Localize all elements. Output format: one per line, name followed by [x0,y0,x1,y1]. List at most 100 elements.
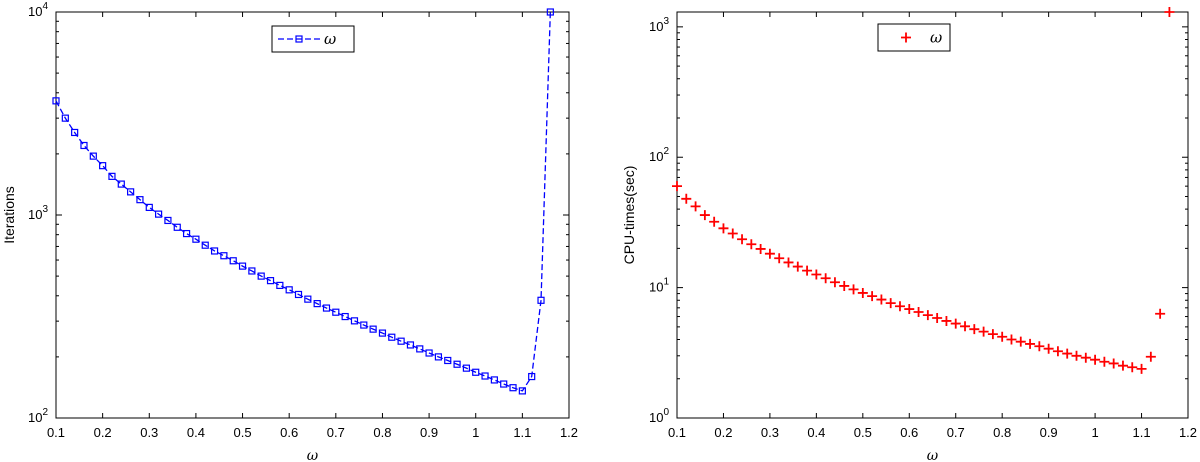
legend-label: ω [324,30,336,48]
x-tick-label: 0.4 [807,425,825,440]
data-point [89,152,97,160]
data-point [783,257,794,268]
x-tick-label: 1.2 [560,425,578,440]
data-point [294,290,303,299]
data-point [52,97,60,105]
data-point [792,261,803,272]
data-point [248,267,256,275]
data-point [839,280,850,291]
data-point [811,269,822,280]
data-point [313,300,321,308]
data-point [397,337,405,345]
data-point [922,310,933,321]
legend-box [271,25,355,53]
y-tick-label: 102 [649,146,669,164]
data-point [210,247,219,255]
x-axis-label: ω [307,448,319,462]
plot-frame [676,11,1189,419]
data-point [1034,341,1045,352]
data-point [1155,308,1166,319]
data-point [820,273,831,284]
data-point [220,252,228,260]
data-point [360,321,368,329]
data-point [1043,343,1054,354]
data-point [1117,360,1128,371]
data-point [341,312,349,321]
data-point [155,210,163,218]
data-point [537,296,545,304]
y-tick-label: 103 [649,16,669,34]
data-point [1006,334,1017,345]
legend-marker [295,35,303,43]
data-point [518,387,526,395]
data-point [1145,351,1156,362]
data-point [913,307,924,318]
x-tick-label: 1.1 [513,425,531,440]
data-point [885,298,896,309]
data-point [276,281,284,289]
x-tick-label: 0.1 [668,425,686,440]
data-point [894,301,905,312]
data-point [867,291,878,302]
data-point [444,356,452,365]
data-point [699,210,710,221]
legend-box [877,23,951,52]
data-point [709,216,720,227]
data-point [718,223,729,234]
x-tick-label: 0.2 [714,425,732,440]
data-point [266,277,275,285]
data-point [509,384,517,392]
x-tick-label: 1 [472,425,479,440]
y-tick-label: 100 [649,407,669,425]
x-tick-label: 0.8 [373,425,391,440]
x-tick-label: 0.2 [94,425,112,440]
data-point [1108,358,1119,369]
data-point [941,315,952,326]
data-point [764,248,775,259]
data-point [857,287,868,298]
data-point [960,321,971,332]
data-point [350,317,359,325]
data-point [1052,346,1063,357]
data-point [192,235,200,243]
data-point [1099,356,1110,367]
data-point [1136,363,1147,374]
y-axis-label: CPU-times(sec) [621,166,637,265]
y-tick-label: 101 [649,277,669,295]
y-tick-label: 104 [28,1,48,19]
data-point [406,341,415,349]
data-point [1080,352,1091,363]
x-tick-label: 0.6 [280,425,298,440]
data-point [257,272,265,280]
data-point [173,223,181,231]
x-tick-label: 0.3 [761,425,779,440]
data-point [746,239,757,250]
data-point [969,324,980,335]
data-point [1127,362,1138,373]
data-point [145,203,153,212]
y-tick-label: 102 [28,407,48,425]
data-point [71,128,79,137]
data-point [238,262,247,270]
data-point [997,331,1008,342]
legend: ω [271,25,355,53]
data-point [472,368,480,376]
data-point [1015,336,1026,347]
x-tick-label: 0.8 [993,425,1011,440]
data-point [285,286,293,294]
data-point [1164,7,1175,17]
x-tick-label: 0.1 [47,425,65,440]
data-point [481,372,489,380]
y-tick-label: 103 [28,204,48,222]
data-point [117,180,125,188]
data-point [378,329,387,337]
x-tick-label: 0.4 [187,425,205,440]
iterations-chart: 0.1 0.2 0.3 0.4 0.5 0.6 0.7 0.8 0.9 1 1.1 1.2 102 103… [1,1,578,462]
data-point [322,304,331,312]
cpu-times-chart: 0.1 0.2 0.3 0.4 0.5 0.6 0.7 0.8 0.9 1 1.1 1.2 100 101… [621,7,1197,462]
data-point [453,360,461,368]
x-axis-label: ω [927,448,939,462]
data-point [99,162,107,170]
data-point [416,345,424,353]
data-point [127,188,135,196]
